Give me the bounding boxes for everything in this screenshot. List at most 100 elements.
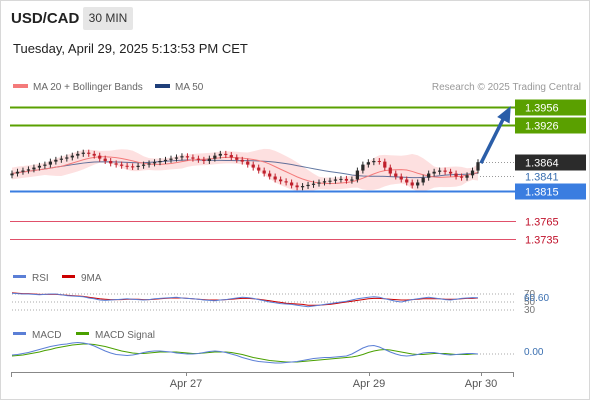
candle-body [202,159,206,162]
support-label: 1.3815 [525,187,559,199]
candle-body [76,153,80,156]
candle-body [289,182,294,186]
candle-body [284,181,288,183]
macd-legend-label: MACD [32,330,61,341]
candle-body [180,156,184,158]
candle-body [470,170,475,176]
candle-body [169,158,173,160]
projection-arrow-head [497,106,511,124]
candle-body [15,171,20,174]
rsi-legend-swatch [13,275,26,278]
candle-body [120,164,124,166]
candle-body [152,162,157,164]
x-tick-label: Apr 29 [353,378,385,390]
candle-body [98,155,102,159]
candle-body [21,170,25,172]
candle-body [130,166,135,168]
candle-body [295,185,299,188]
timestamp: Tuesday, April 29, 2025 5:13:53 PM CET [13,41,248,56]
candle-body [246,161,250,165]
candle-body [372,161,376,163]
rsi-legend-label: RSI [32,273,49,284]
candle-body [10,173,14,176]
candle-body [437,170,442,172]
projection-arrow-shaft [479,116,506,164]
candle-body [454,173,458,177]
candle-body [328,180,332,182]
candle-body [213,155,217,159]
candle-body [273,176,277,180]
candle-body [141,164,146,166]
candle-body [421,177,425,183]
rsi-level-label: 30 [524,305,536,316]
candle-body [257,167,261,171]
candle-body [229,155,233,158]
target-label: 1.3735 [525,235,559,247]
candle-body [322,181,327,183]
target-label: 1.3765 [525,217,559,229]
candle-body [377,161,381,163]
candle-body [191,157,195,159]
x-tick-label: Apr 30 [465,378,497,390]
macd-signal-legend-label: MACD Signal [95,330,155,341]
candle-body [405,179,409,183]
timeframe-badge[interactable]: 30 MIN [83,7,133,30]
support-label-box [515,183,586,200]
pivot-label: 1.3841 [525,172,559,184]
candle-body [476,162,480,171]
candle-body [311,183,316,185]
candle-body [300,186,305,188]
candle-body [317,182,321,184]
candle-body [448,171,453,174]
resistance-label-box [515,99,586,116]
candle-body [459,176,464,178]
candle-body [432,171,436,174]
candle-body [306,184,310,187]
candle-body [399,176,403,180]
candle-body [339,178,343,180]
candle-body [158,161,162,163]
candle-body [59,158,63,160]
candle-body [37,165,42,168]
candle-body [218,153,222,156]
macd-value-label: 0.00 [524,347,544,358]
macd-legend-swatch [13,332,26,335]
research-credit: Research © 2025 Trading Central [432,82,581,93]
candle-body [81,152,85,154]
ma50-legend-label: MA 50 [175,82,204,93]
candle-body [48,161,53,165]
candle-body [196,158,201,160]
candle-body [355,170,360,180]
candle-body [268,173,272,177]
rsi-ma-line [11,292,479,306]
candle-body [163,159,168,162]
candle-body [125,165,129,167]
candle-body [410,182,414,186]
candle-body [207,158,211,162]
candle-body [32,167,36,170]
rsi-level-label: 70 [524,289,536,300]
candle-body [114,163,118,165]
rsi-line [11,292,479,308]
candle-body [366,162,370,165]
resistance-label-box [515,117,586,134]
symbol-title: USD/CAD [11,10,80,27]
rsi-value-label: 60.60 [524,293,549,304]
rsi-level-label: 50 [524,297,536,308]
candle-body [416,182,420,186]
candle-body [279,179,283,182]
candle-body [174,157,179,159]
current-price-box [515,154,586,171]
candle-body [344,178,349,181]
candle-body [54,159,58,162]
bollinger-legend-swatch [13,84,28,88]
ma50-legend-swatch [155,84,170,88]
candle-body [92,153,96,156]
resistance-label: 1.3956 [525,103,559,115]
candle-body [147,163,151,165]
macd-signal-legend-swatch [76,332,89,335]
rsi-ma-legend-swatch [62,275,75,278]
resistance-label: 1.3926 [525,121,559,133]
candle-body [240,159,244,162]
